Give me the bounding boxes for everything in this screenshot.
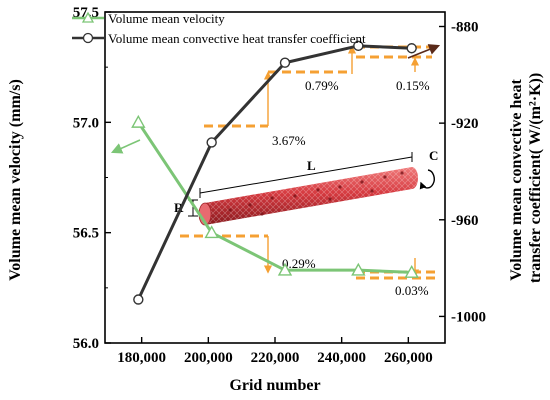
y-right-axis-title: Volume mean convective heat transfer coe… xyxy=(508,73,544,283)
x-axis-title: Grid number xyxy=(229,377,320,394)
series-0-point xyxy=(404,264,419,278)
length-label: L xyxy=(307,158,316,173)
series-1-point xyxy=(133,294,144,305)
tube-dot xyxy=(328,197,332,201)
y-right-axis-title-line1: Volume mean convective heat xyxy=(508,79,525,281)
circumference-label: C xyxy=(429,148,438,163)
series-1-point xyxy=(206,137,217,148)
y-left-tick-label: 56.0 xyxy=(73,336,99,352)
series-layer xyxy=(131,40,419,305)
legend-label-velocity: Volume mean velocity xyxy=(108,11,225,26)
tube-dot xyxy=(248,203,252,207)
y-right-tick-label: -880 xyxy=(451,19,479,35)
x-tick-label: 180,000 xyxy=(117,350,166,366)
y-left-tick-label: 56.5 xyxy=(73,226,99,242)
series-1-point xyxy=(279,57,291,68)
annot-label-a: 3.67% xyxy=(272,133,306,148)
rotation-arrow xyxy=(419,169,435,190)
y-right-tick-label: -920 xyxy=(451,116,479,132)
y-left-axis-title: Volume mean velocity (mm/s) xyxy=(7,79,24,281)
tube-dot xyxy=(293,194,297,198)
tube-dot xyxy=(400,171,404,175)
legend-marker-velocity xyxy=(81,11,95,23)
series-0-point xyxy=(204,225,219,239)
tube-dot xyxy=(260,212,264,216)
y-left-tick-label: 57.0 xyxy=(73,115,99,131)
tube-dot xyxy=(270,196,274,200)
tube-dot xyxy=(370,189,374,193)
tube-dot xyxy=(338,185,342,189)
tube-dot xyxy=(316,188,320,192)
x-tick-label: 220,000 xyxy=(251,350,300,366)
x-axis-ticks: 180,000 200,000 220,000 240,000 260,000 xyxy=(117,337,433,366)
legend-marker-htc xyxy=(82,32,94,44)
y-right-tick-label: -960 xyxy=(451,213,479,229)
legend: Volume mean velocity Volume mean convect… xyxy=(72,11,366,46)
series-0-point xyxy=(277,262,293,276)
annot-label-e: 0.03% xyxy=(395,283,429,298)
y-right-axis-title-line2: transfer coefficient( W/(m²·K)) xyxy=(527,73,544,283)
annot-label-c: 0.15% xyxy=(396,78,430,93)
right-axis-arrow xyxy=(407,44,441,59)
annotations: 3.67% 0.79% 0.15% 0.29% 0.03% xyxy=(180,45,438,298)
y-right-tick-label: -1000 xyxy=(451,309,486,325)
radius-label: R xyxy=(174,200,184,215)
length-dimension-line xyxy=(199,156,413,194)
annot-label-d: 0.29% xyxy=(282,256,316,271)
legend-label-htc: Volume mean convective heat transfer coe… xyxy=(108,31,366,46)
series-0-point xyxy=(351,262,366,276)
series-1-point xyxy=(406,43,417,54)
annot-label-b: 0.79% xyxy=(305,78,339,93)
tube-dot xyxy=(360,180,364,184)
left-axis-arrow xyxy=(110,139,141,154)
x-tick-label: 260,000 xyxy=(384,350,433,366)
x-tick-label: 240,000 xyxy=(317,350,366,366)
tube-dot xyxy=(228,208,232,212)
series-line-1 xyxy=(136,44,412,301)
tube-dot xyxy=(383,175,387,179)
x-tick-label: 200,000 xyxy=(184,350,233,366)
y-right-axis-ticks: -880 -920 -960 -1000 xyxy=(439,19,486,325)
tube-inset: L R C xyxy=(174,148,438,226)
series-0-point xyxy=(131,114,146,128)
series-1-point xyxy=(353,40,364,52)
